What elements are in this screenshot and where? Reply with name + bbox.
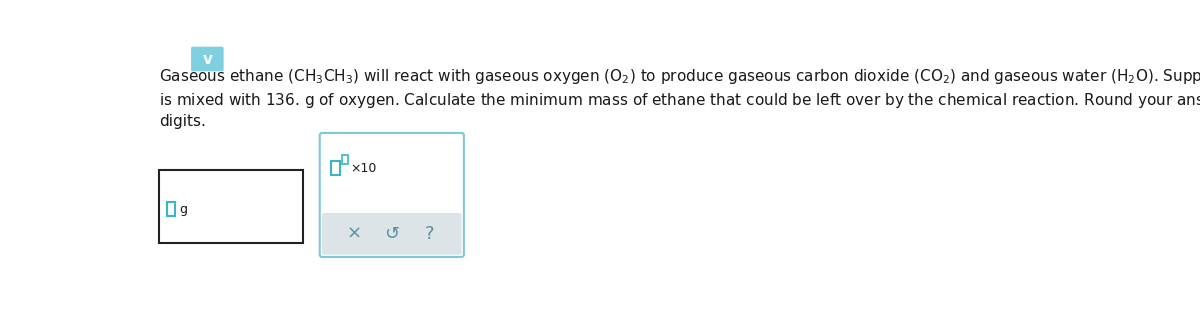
Text: digits.: digits. — [160, 114, 206, 129]
FancyBboxPatch shape — [322, 213, 462, 254]
Text: ↺: ↺ — [384, 225, 400, 243]
FancyBboxPatch shape — [319, 133, 464, 257]
Bar — [342, 155, 348, 164]
Bar — [167, 202, 175, 216]
Bar — [331, 162, 340, 175]
Text: g: g — [180, 203, 187, 216]
Text: is mixed with 136. g of oxygen. Calculate the minimum mass of ethane that could : is mixed with 136. g of oxygen. Calculat… — [160, 91, 1200, 110]
Text: v: v — [203, 52, 212, 67]
Text: ×10: ×10 — [350, 162, 377, 175]
Text: Gaseous ethane $\mathregular{(CH_3CH_3)}$ will react with gaseous oxygen $\mathr: Gaseous ethane $\mathregular{(CH_3CH_3)}… — [160, 67, 1200, 86]
Text: ?: ? — [425, 225, 434, 243]
FancyBboxPatch shape — [191, 47, 223, 72]
Text: ×: × — [346, 225, 361, 243]
Bar — [160, 170, 302, 243]
